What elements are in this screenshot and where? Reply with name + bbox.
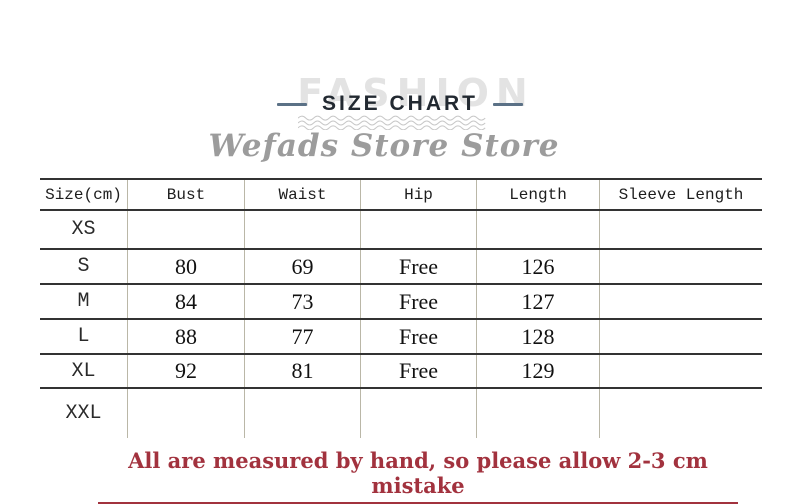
value-cell: 127 <box>476 284 600 320</box>
title-dash-right <box>493 102 523 106</box>
fashion-ghost-text: FASHION <box>297 71 535 115</box>
size-label-cell: M <box>40 284 128 320</box>
title-dash-left <box>277 102 307 106</box>
column-header-length: Length <box>476 179 600 211</box>
column-header-bust: Bust <box>127 179 245 211</box>
size-label-cell: XL <box>40 354 128 389</box>
value-cell: Free <box>360 284 477 320</box>
column-header-size-cm: Size(cm) <box>40 179 128 211</box>
size-label-cell: XXL <box>65 402 102 425</box>
value-cell <box>599 319 762 355</box>
value-cell <box>599 354 762 389</box>
value-cell: 81 <box>244 354 361 389</box>
value-cell: Free <box>360 319 477 355</box>
size-chart-table: Size(cm) Bust Waist Hip Length Sleeve Length … <box>40 178 762 438</box>
value-cell: 92 <box>127 354 245 389</box>
table-row: S 80 69 Free 126 <box>40 249 762 285</box>
column-header-waist: Waist <box>244 179 361 211</box>
value-cell <box>599 388 762 438</box>
value-cell <box>476 210 600 250</box>
store-name: Wefads Store Store <box>208 128 560 164</box>
value-cell <box>127 210 245 250</box>
value-cell: 73 <box>244 284 361 320</box>
value-cell: 126 <box>476 249 600 285</box>
value-cell <box>244 388 361 438</box>
value-cell: 128 <box>476 319 600 355</box>
page-title: SIZE CHART <box>322 92 478 115</box>
value-cell <box>476 388 600 438</box>
value-cell: 88 <box>127 319 245 355</box>
size-label-cell: XS <box>40 210 128 250</box>
value-cell <box>599 284 762 320</box>
value-cell: 84 <box>127 284 245 320</box>
measurement-note: All are measured by hand, so please allo… <box>98 448 738 504</box>
table-row: L 88 77 Free 128 <box>40 319 762 355</box>
value-cell: 80 <box>127 249 245 285</box>
size-label-cell: S <box>40 249 128 285</box>
size-label-cell: L <box>40 319 128 355</box>
value-cell <box>599 210 762 250</box>
wavy-lines-icon <box>0 114 790 135</box>
table-row: M 84 73 Free 127 <box>40 284 762 320</box>
value-cell: Free <box>360 249 477 285</box>
column-header-sleeve-length: Sleeve Length <box>599 179 762 211</box>
table-row: XXL <box>40 388 762 438</box>
size-table-body: XS S 80 69 Free 126 M 84 73 Free 127 L 88 77 Free 128 XL… <box>40 210 762 438</box>
column-header-hip: Hip <box>360 179 477 211</box>
value-cell: 69 <box>244 249 361 285</box>
value-cell <box>599 249 762 285</box>
header-row: Size(cm) Bust Waist Hip Length Sleeve Length <box>40 179 762 211</box>
size-chart-title-row: SIZE CHART <box>0 92 800 116</box>
table-row: XS <box>40 210 762 250</box>
value-cell <box>360 210 477 250</box>
value-cell: Free <box>360 354 477 389</box>
value-cell: 129 <box>476 354 600 389</box>
value-cell <box>244 210 361 250</box>
value-cell <box>360 388 477 438</box>
value-cell <box>127 388 245 438</box>
value-cell: 77 <box>244 319 361 355</box>
table-row: XL 92 81 Free 129 <box>40 354 762 389</box>
